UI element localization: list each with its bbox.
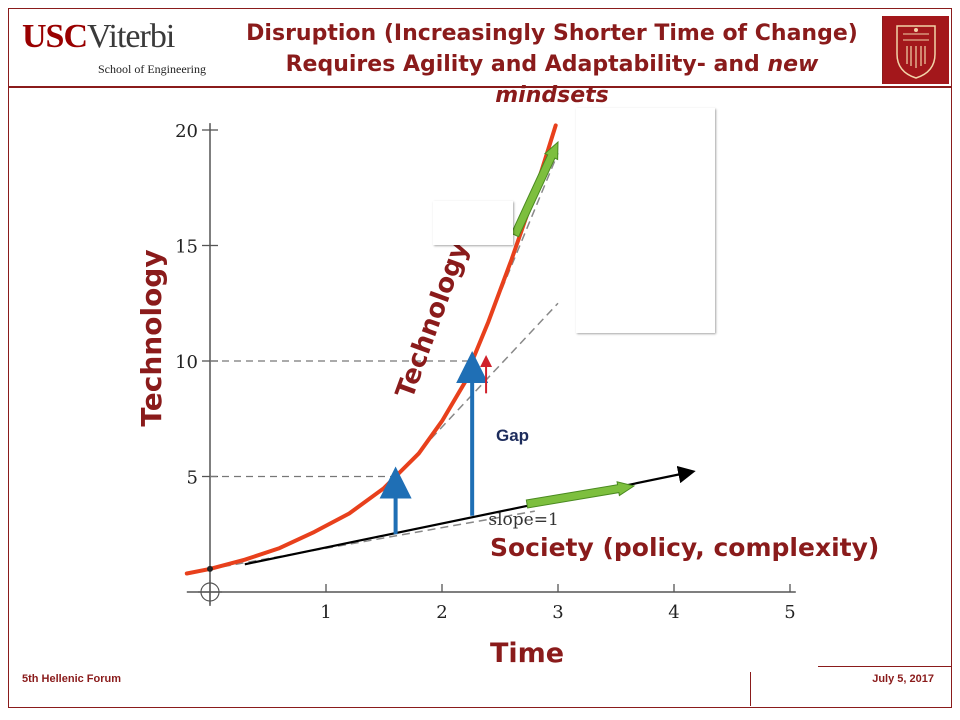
gap-label: Gap xyxy=(496,426,529,445)
green-arrow-technology xyxy=(510,140,559,238)
title-line-2-text: Requires Agility and Adaptability- and xyxy=(285,52,768,77)
footer-event: 5th Hellenic Forum xyxy=(22,673,122,685)
usc-seal-icon xyxy=(882,16,949,84)
blank-box-large xyxy=(576,108,715,333)
x-tick-label: 2 xyxy=(436,602,447,623)
y-tick-label: 10 xyxy=(175,352,198,373)
x-tick-label: 5 xyxy=(784,602,795,623)
x-axis-title: Time xyxy=(490,638,564,669)
usc-viterbi-logo: USCViterbi School of Engineering xyxy=(22,18,222,78)
title-line-1: Disruption (Increasingly Shorter Time of… xyxy=(246,21,858,46)
footer-rule xyxy=(818,666,952,667)
y-tick-label: 20 xyxy=(175,121,198,142)
x-tick-label: 3 xyxy=(552,602,563,623)
header-rule xyxy=(8,86,952,88)
slide-title: Disruption (Increasingly Shorter Time of… xyxy=(228,18,876,111)
footer-date: July 5, 2017 xyxy=(872,673,934,685)
technology-curve xyxy=(184,123,558,576)
logo-subtitle: School of Engineering xyxy=(98,62,206,76)
tangent-line xyxy=(471,152,559,362)
slide-frame xyxy=(8,8,952,708)
title-line-2: Requires Agility and Adaptability- and n… xyxy=(228,49,876,111)
green-arrow-technology-shape xyxy=(510,140,559,238)
title-line-2-italic: new mindsets xyxy=(495,52,819,108)
y-tick-label: 5 xyxy=(187,468,198,489)
y-tick-label: 15 xyxy=(175,237,198,258)
y-axis-title: Technology xyxy=(135,249,168,426)
green-arrow-society-shape xyxy=(525,481,636,509)
society-label: Society (policy, complexity) xyxy=(490,533,879,562)
blank-box-small xyxy=(433,201,513,245)
slope-label: slope=1 xyxy=(488,510,558,530)
logo-viterbi: Viterbi xyxy=(87,18,175,55)
x-tick-label: 1 xyxy=(320,602,331,623)
tangent-point xyxy=(392,473,399,480)
tangent-line xyxy=(209,510,535,570)
tangent-point xyxy=(207,565,213,572)
technology-curve-label: Technology xyxy=(390,237,474,402)
x-tick-label: 4 xyxy=(668,602,679,623)
tangent-point xyxy=(469,358,476,364)
logo-usc: USC xyxy=(22,18,88,55)
green-arrow-society xyxy=(525,481,636,509)
footer-divider xyxy=(750,672,751,706)
